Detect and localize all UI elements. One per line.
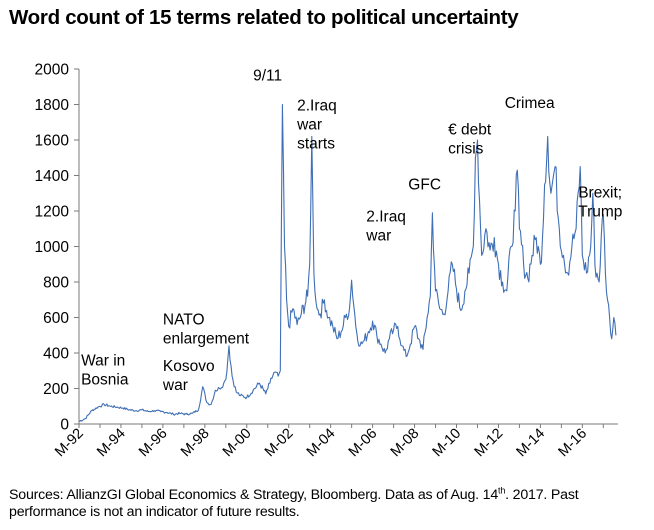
source-prefix: Sources: AllianzGI Global Economics & St… <box>9 487 499 503</box>
x-tick-label: M-94 <box>94 426 129 461</box>
y-tick-label: 1400 <box>35 168 70 185</box>
annotation-line: NATO <box>163 312 205 329</box>
annotation-line: war <box>296 117 322 134</box>
y-axis: 0 200 400 600 800 1000 1200 1400 1600 1800 2000 <box>35 62 80 434</box>
annotation-line: Bosnia <box>81 371 129 388</box>
chart-title: Word count of 15 terms related to politi… <box>9 6 519 29</box>
annotation-line: crisis <box>448 141 484 158</box>
annotation-line: Kosovo <box>163 358 215 375</box>
x-tick-label: M-98 <box>178 426 213 461</box>
annotation-label: Crimea <box>505 95 555 112</box>
x-tick-label: M-96 <box>136 426 171 461</box>
annotation-label: NATO enlargement <box>163 312 250 348</box>
y-tick-label: 200 <box>43 381 69 398</box>
y-tick-label: 1200 <box>35 204 70 221</box>
y-tick-label: 2000 <box>35 62 70 79</box>
annotation-line: War in <box>81 352 125 369</box>
x-axis: M-92 M-94 M-96 M-98 M-00 M-02 M-04 M-06 M-08 M-10… <box>52 423 618 461</box>
x-tick-label: M-10 <box>430 426 465 461</box>
source-suffix: . 2017. Past performance is not an indic… <box>9 487 579 520</box>
series-group <box>78 103 617 422</box>
annotation-line: war <box>162 377 188 394</box>
source-note: Sources: AllianzGI Global Economics & St… <box>9 485 649 521</box>
annotation-line: Trump <box>578 204 622 221</box>
x-tick-label: M-14 <box>514 426 549 461</box>
x-tick-label: M-08 <box>388 426 423 461</box>
y-tick-label: 400 <box>43 346 69 363</box>
y-tick-label: 800 <box>43 275 69 292</box>
series-line <box>78 103 617 422</box>
annotation-line: 2.Iraq <box>366 209 406 226</box>
annotation-label: 9/11 <box>253 68 282 85</box>
x-tick-label: M-02 <box>262 426 297 461</box>
annotation-line: Crimea <box>505 95 555 112</box>
y-tick-label: 1800 <box>35 97 70 114</box>
x-tick-label: M-04 <box>304 426 339 461</box>
x-tick-label: M-92 <box>52 426 87 461</box>
source-superscript: th <box>498 485 506 496</box>
annotation-line: enlargement <box>163 331 250 348</box>
annotation-line: GFC <box>408 177 441 194</box>
annotation-label: GFC <box>408 177 441 194</box>
annotation-line: war <box>365 228 391 245</box>
y-tick-label: 1000 <box>35 239 70 256</box>
y-tick-label: 0 <box>60 417 69 434</box>
x-tick-label: M-12 <box>472 426 507 461</box>
x-tick-label: M-16 <box>555 426 590 461</box>
annotation-label: Kosovo war <box>162 358 215 394</box>
annotation-label: 2.Iraq war starts <box>296 98 337 153</box>
annotations: War in Bosnia NATO enlargement Kosovo war 9/11… <box>81 68 622 394</box>
x-tick-label: M-06 <box>346 426 381 461</box>
annotation-line: starts <box>297 136 335 153</box>
annotation-line: € debt <box>448 122 492 139</box>
annotation-label: Brexit; Trump <box>578 185 622 221</box>
annotation-line: 9/11 <box>253 68 282 85</box>
annotation-label: War in Bosnia <box>81 352 129 388</box>
annotation-label: € debt crisis <box>448 122 492 158</box>
annotation-label: 2.Iraq war <box>365 209 406 245</box>
x-tick-label: M-00 <box>220 426 255 461</box>
annotation-line: Brexit; <box>578 185 622 202</box>
annotation-line: 2.Iraq <box>297 98 337 115</box>
y-tick-label: 1600 <box>35 133 70 150</box>
y-tick-label: 600 <box>43 310 69 327</box>
